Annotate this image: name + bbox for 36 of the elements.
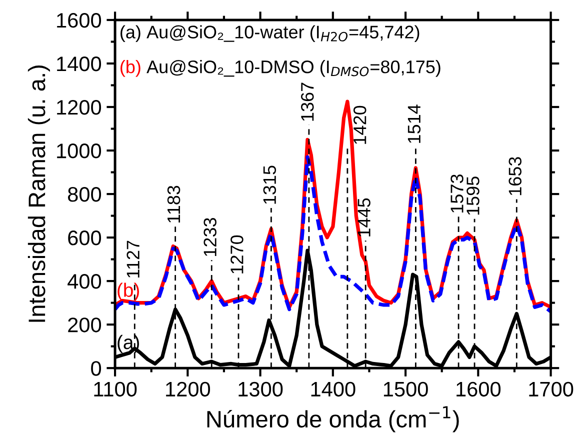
annotation: Au@SiO₂_10-DMSO (I$_{DMSO}$=80,175) [146, 60, 440, 77]
y-tick-label: 1400 [57, 56, 102, 72]
y-tick-label: 1600 [57, 12, 102, 28]
x-axis-title: Número de onda (cm$^{−1}$) [207, 406, 459, 432]
series-label: (b) [118, 282, 139, 301]
ref-line-label: 1233 [204, 218, 216, 256]
ref-line-label: 1183 [167, 186, 180, 223]
x-tick-label: 1100 [94, 382, 137, 397]
line-series [115, 155, 551, 314]
ref-line-label: 1367 [301, 82, 314, 121]
y-tick-label: 1000 [57, 144, 102, 158]
ref-line-label: 1315 [263, 166, 276, 204]
text: (a) [120, 25, 140, 42]
x-tick-label: 1700 [529, 382, 574, 397]
y-axis-title: Intensidad Raman (u. a.) [28, 66, 50, 322]
y-tick-label: 800 [68, 187, 102, 202]
y-tick-label: 400 [68, 274, 102, 289]
x-tick-label: 1400 [311, 382, 356, 397]
ref-line-label: 1270 [230, 235, 244, 274]
ref-line-label: 1420 [353, 106, 366, 144]
ref-line-label: 1653 [508, 157, 522, 196]
y-tick-label: 600 [68, 230, 102, 246]
x-tick-label: 1300 [238, 382, 283, 397]
y-tick-label: 0 [91, 361, 102, 376]
ref-line-label: 1573 [450, 174, 464, 212]
ref-line-label: 1595 [466, 176, 480, 215]
x-tick-label: 1500 [384, 382, 428, 397]
ref-line-label: 1445 [358, 198, 370, 236]
ref-line-label: 1514 [408, 104, 421, 143]
x-tick-label: 1200 [166, 382, 210, 397]
x-tick-label: 1600 [456, 382, 501, 397]
text: (b) [120, 60, 140, 77]
ref-line-label: 1127 [126, 240, 140, 278]
annotation: Au@SiO₂_10-water (I$_{H2O}$=45,742) [146, 25, 420, 42]
y-tick-label: 200 [68, 318, 102, 332]
y-tick-label: 1200 [57, 100, 102, 115]
